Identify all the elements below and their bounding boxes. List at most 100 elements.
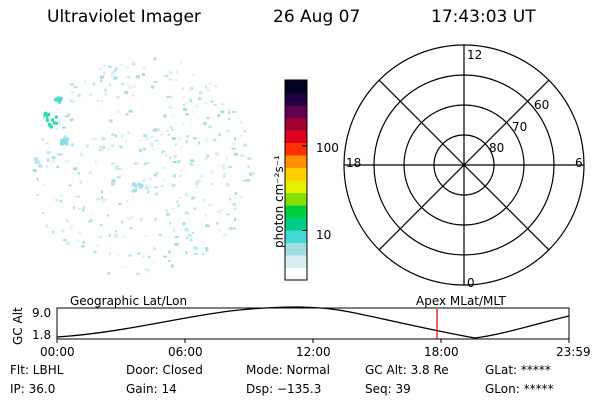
emission-speckle: [46, 151, 51, 155]
emission-speckle: [151, 144, 153, 147]
emission-speckle: [182, 103, 186, 107]
emission-speckle: [66, 241, 70, 245]
emission-speckle: [239, 134, 242, 137]
emission-speckle: [221, 103, 224, 106]
polar-label-0: 0: [467, 276, 475, 290]
emission-speckle: [72, 206, 75, 210]
emission-speckle: [166, 95, 171, 98]
xtick-label-0600: 06:00: [168, 345, 203, 359]
emission-speckle: [143, 235, 148, 238]
emission-speckle: [143, 134, 148, 138]
emission-speckle: [83, 80, 87, 84]
emission-speckle: [70, 227, 73, 231]
emission-speckle: [232, 110, 237, 113]
emission-bright-speckle: [58, 100, 62, 104]
emission-speckle: [205, 249, 209, 253]
emission-speckle: [63, 135, 67, 138]
emission-speckle: [124, 91, 129, 94]
emission-speckle: [170, 163, 173, 166]
emission-speckle: [149, 178, 153, 180]
emission-speckle: [58, 121, 61, 124]
emission-speckle: [126, 199, 129, 202]
emission-speckle: [189, 99, 193, 103]
emission-speckle: [60, 194, 63, 197]
emission-speckle: [172, 174, 176, 178]
emission-bright-speckle: [43, 113, 47, 117]
emission-speckle: [182, 87, 185, 91]
emission-speckle: [229, 227, 233, 231]
emission-speckle: [65, 115, 70, 118]
colorbar-swatch: [285, 180, 307, 193]
emission-speckle: [160, 185, 164, 187]
emission-speckle: [172, 160, 177, 163]
emission-speckle: [165, 213, 170, 217]
emission-speckle: [184, 211, 189, 215]
emission-speckle: [77, 171, 80, 175]
emission-speckle: [217, 210, 222, 214]
emission-speckle: [73, 167, 78, 171]
emission-bright-speckle: [65, 142, 69, 146]
emission-speckle: [127, 131, 130, 135]
emission-speckle: [92, 138, 97, 141]
emission-speckle: [171, 207, 176, 210]
emission-speckle: [202, 122, 207, 126]
emission-speckle: [193, 246, 198, 250]
emission-speckle: [73, 86, 78, 89]
emission-speckle: [243, 143, 248, 147]
emission-speckle: [222, 233, 227, 237]
emission-speckle: [194, 186, 198, 189]
emission-speckle: [233, 207, 237, 210]
emission-speckle: [160, 133, 164, 136]
emission-speckle: [91, 213, 94, 216]
colorbar-swatch: [285, 192, 307, 206]
emission-speckle: [164, 75, 169, 77]
emission-speckle: [143, 147, 146, 151]
colorbar-swatch: [285, 217, 307, 231]
emission-speckle: [205, 85, 208, 89]
emission-speckle: [82, 208, 85, 212]
date-label: 26 Aug 07: [273, 7, 361, 27]
emission-speckle: [43, 115, 45, 119]
colorbar-swatch: [285, 230, 307, 243]
emission-speckle: [75, 99, 77, 102]
emission-speckle: [158, 234, 162, 237]
emission-speckle: [168, 260, 171, 262]
emission-speckle: [104, 93, 107, 96]
emission-speckle: [109, 252, 111, 256]
emission-speckle: [102, 145, 106, 149]
polar-label-60: 60: [534, 98, 550, 112]
dsp-status: Dsp: −135.3: [246, 382, 322, 396]
emission-speckle: [116, 176, 121, 179]
emission-speckle: [132, 62, 136, 64]
emission-speckle: [192, 231, 194, 234]
emission-speckle: [108, 83, 111, 87]
emission-speckle: [56, 165, 60, 168]
emission-speckle: [113, 233, 118, 237]
emission-speckle: [191, 196, 196, 200]
emission-speckle: [119, 63, 124, 66]
emission-speckle: [99, 235, 102, 239]
altitude-left-label: Geographic Lat/Lon: [70, 294, 188, 308]
emission-speckle: [223, 175, 226, 178]
emission-speckle: [109, 247, 112, 250]
emission-speckle: [71, 143, 74, 147]
altitude-ytick-9: 9.0: [32, 306, 52, 320]
emission-speckle: [114, 230, 117, 233]
emission-speckle: [123, 235, 126, 239]
emission-speckle: [77, 208, 82, 211]
emission-speckle: [55, 128, 58, 131]
emission-speckle: [162, 179, 165, 182]
emission-speckle: [168, 133, 171, 136]
emission-speckle: [88, 93, 92, 96]
colorbar-tick-100: 100: [316, 141, 339, 155]
colorbar-swatch: [285, 242, 307, 256]
emission-speckle: [202, 253, 204, 256]
emission-speckle: [116, 110, 120, 114]
emission-bright-speckle: [45, 115, 49, 119]
polar-label-12: 12: [467, 48, 483, 62]
emission-speckle: [200, 175, 203, 178]
colorbar-swatch: [285, 155, 307, 168]
emission-speckle: [125, 140, 128, 143]
emission-speckle: [218, 165, 223, 168]
